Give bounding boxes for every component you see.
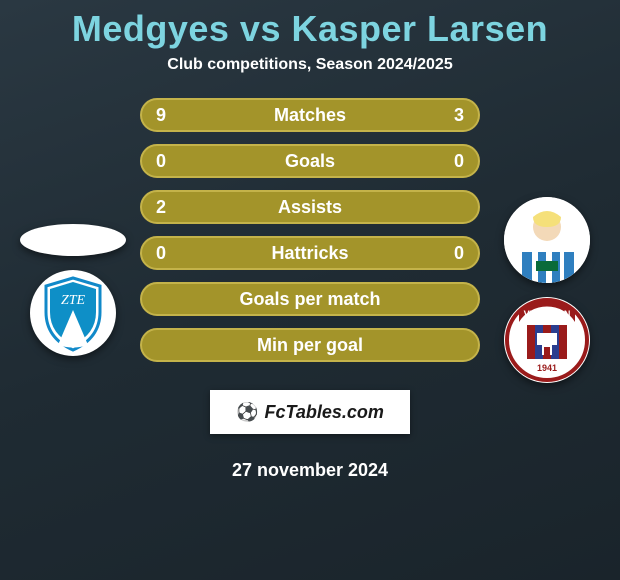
stat-pill: 2 Assists	[140, 190, 480, 224]
stats-column: 9 Matches 3 0 Goals 0 2 Assists 0 Hattricks 0 Goals…	[140, 98, 480, 481]
stat-pill: 0 Hattricks 0	[140, 236, 480, 270]
right-badges-column: VIDEOTON 1941	[492, 197, 602, 383]
stat-value-left: 0	[156, 243, 176, 264]
stat-pill: Goals per match	[140, 282, 480, 316]
soccer-ball-icon: ⚽	[236, 402, 258, 423]
fctables-label: FcTables.com	[265, 402, 384, 423]
fctables-badge: ⚽ FcTables.com	[210, 390, 410, 434]
stat-label: Matches	[274, 105, 346, 126]
stat-pill: Min per goal	[140, 328, 480, 362]
stat-value-right: 3	[444, 105, 464, 126]
player-avatar-icon	[504, 197, 590, 283]
player-photo-right	[504, 197, 590, 283]
club-badge-left: ZTE	[30, 270, 116, 356]
stat-value-right: 0	[444, 243, 464, 264]
stat-value-left: 2	[156, 197, 176, 218]
subtitle: Club competitions, Season 2024/2025	[0, 56, 620, 74]
stat-pill: 9 Matches 3	[140, 98, 480, 132]
infographic-root: Medgyes vs Kasper Larsen Club competitio…	[0, 0, 620, 481]
player-silhouette-left	[20, 224, 126, 256]
videoton-crest-icon: VIDEOTON 1941	[504, 297, 590, 383]
left-badges-column: ZTE	[18, 224, 128, 356]
stat-label: Min per goal	[257, 335, 363, 356]
stat-label: Assists	[278, 197, 342, 218]
stat-value-left: 9	[156, 105, 176, 126]
stat-value-right: 0	[444, 151, 464, 172]
stat-pill: 0 Goals 0	[140, 144, 480, 178]
page-title: Medgyes vs Kasper Larsen	[0, 8, 620, 50]
stat-label: Hattricks	[271, 243, 348, 264]
club-badge-right: VIDEOTON 1941	[504, 297, 590, 383]
stat-label: Goals	[285, 151, 335, 172]
stat-label: Goals per match	[239, 289, 380, 310]
svg-text:1941: 1941	[537, 363, 557, 373]
svg-text:VIDEOTON: VIDEOTON	[524, 309, 571, 319]
stat-value-left: 0	[156, 151, 176, 172]
svg-text:ZTE: ZTE	[61, 293, 86, 308]
zte-crest-icon: ZTE	[30, 270, 116, 356]
main-row: ZTE 9 Matches 3 0 Goals 0 2 Assists 0 Hattricks 0 G…	[0, 98, 620, 481]
date-label: 27 november 2024	[232, 460, 388, 481]
